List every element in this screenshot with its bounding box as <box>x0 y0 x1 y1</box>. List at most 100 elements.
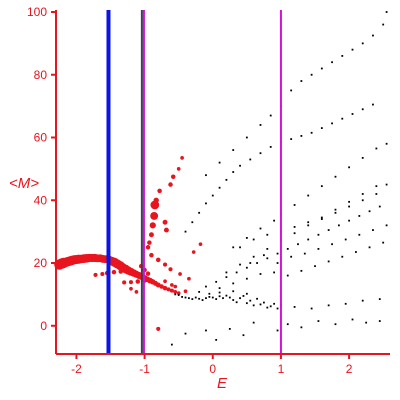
data-point-black-16 <box>228 296 231 299</box>
data-point-black-122 <box>249 158 252 161</box>
data-point-red-40 <box>162 285 168 291</box>
data-point-black-69 <box>317 233 320 236</box>
data-point-black-137 <box>218 161 221 164</box>
data-point-black-43 <box>252 321 255 324</box>
data-point-red-82 <box>134 290 139 294</box>
data-point-black-4 <box>188 297 190 300</box>
data-point-black-90 <box>239 263 241 266</box>
data-point-black-82 <box>300 269 303 272</box>
data-point-red-68 <box>163 227 169 233</box>
data-point-red-87 <box>156 326 161 331</box>
data-point-black-27 <box>266 306 269 309</box>
data-point-black-83 <box>314 265 316 268</box>
data-point-black-164 <box>375 193 378 195</box>
data-point-black-8 <box>201 299 204 301</box>
data-point-black-68 <box>307 238 310 241</box>
data-point-black-176 <box>385 224 388 227</box>
data-point-black-107 <box>307 194 310 197</box>
data-point-black-170 <box>303 252 306 255</box>
data-point-black-110 <box>348 166 351 169</box>
data-point-black-161 <box>334 211 337 214</box>
data-point-black-64 <box>266 257 269 260</box>
data-point-black-94 <box>293 232 296 235</box>
data-point-black-172 <box>331 243 333 246</box>
data-point-red-49 <box>132 269 137 275</box>
data-point-red-80 <box>198 242 203 247</box>
data-point-black-72 <box>348 219 351 222</box>
data-point-black-96 <box>320 216 323 219</box>
data-point-black-150 <box>361 42 364 45</box>
data-point-black-26 <box>262 301 265 304</box>
data-point-black-140 <box>259 124 262 126</box>
data-point-black-53 <box>310 307 313 310</box>
data-point-black-116 <box>205 202 207 205</box>
data-point-black-78 <box>245 277 248 280</box>
data-point-black-95 <box>307 224 310 227</box>
data-point-black-162 <box>348 205 351 208</box>
data-point-black-77 <box>232 282 235 285</box>
data-point-black-39 <box>205 329 207 332</box>
data-point-black-36 <box>245 292 248 295</box>
data-point-black-86 <box>355 251 357 253</box>
data-point-red-81 <box>129 286 133 291</box>
data-point-red-65 <box>153 197 159 203</box>
data-point-red-56 <box>145 271 151 276</box>
data-point-red-62 <box>149 222 156 229</box>
data-point-black-119 <box>225 178 228 181</box>
data-point-red-52 <box>122 280 127 285</box>
data-point-black-111 <box>361 156 364 159</box>
data-point-black-50 <box>365 321 368 324</box>
data-point-red-47 <box>118 269 124 274</box>
data-point-black-54 <box>327 304 330 307</box>
data-point-black-62 <box>245 266 248 269</box>
data-point-black-106 <box>293 204 296 206</box>
data-point-black-1 <box>177 294 180 296</box>
data-point-red-48 <box>125 268 130 274</box>
data-point-black-66 <box>286 247 289 250</box>
data-point-black-84 <box>327 260 330 263</box>
data-point-black-40 <box>215 338 218 341</box>
data-point-black-2 <box>181 295 184 298</box>
data-point-black-11 <box>211 296 214 299</box>
data-point-black-101 <box>232 246 235 249</box>
data-point-red-84 <box>170 283 174 287</box>
data-point-red-76 <box>168 267 173 272</box>
data-point-black-155 <box>252 238 255 241</box>
data-point-black-115 <box>198 211 201 214</box>
data-point-red-51 <box>100 271 105 277</box>
data-point-red-46 <box>111 269 117 275</box>
data-point-red-53 <box>128 280 134 285</box>
data-point-black-128 <box>310 131 313 134</box>
data-point-black-173 <box>344 238 347 241</box>
data-point-black-121 <box>239 164 241 167</box>
x-tick-label--2: -2 <box>71 362 82 376</box>
data-point-black-25 <box>259 303 262 306</box>
data-point-black-22 <box>249 299 252 302</box>
data-point-red-50 <box>93 272 98 277</box>
data-point-red-43 <box>173 290 178 294</box>
data-point-red-73 <box>149 252 154 258</box>
data-point-black-0 <box>174 293 177 296</box>
data-point-red-67 <box>162 219 168 225</box>
data-point-black-147 <box>331 61 333 64</box>
data-point-black-166 <box>249 262 252 264</box>
axes <box>55 10 390 355</box>
data-point-red-79 <box>191 250 196 254</box>
data-point-black-97 <box>334 208 337 211</box>
data-point-black-80 <box>273 271 276 274</box>
data-point-black-21 <box>245 302 248 305</box>
data-point-black-60 <box>225 276 228 279</box>
data-point-red-44 <box>176 291 181 295</box>
data-point-black-131 <box>341 117 344 120</box>
data-point-black-153 <box>385 11 388 13</box>
data-point-black-57 <box>378 298 381 300</box>
data-point-black-134 <box>372 103 374 106</box>
data-point-black-88 <box>382 241 385 244</box>
data-point-red-63 <box>150 212 159 220</box>
data-point-black-44 <box>276 329 279 332</box>
reference-lines <box>106 10 282 354</box>
data-point-black-138 <box>232 149 235 151</box>
y-tick-label-0: 0 <box>40 319 47 333</box>
data-point-black-67 <box>297 243 299 246</box>
